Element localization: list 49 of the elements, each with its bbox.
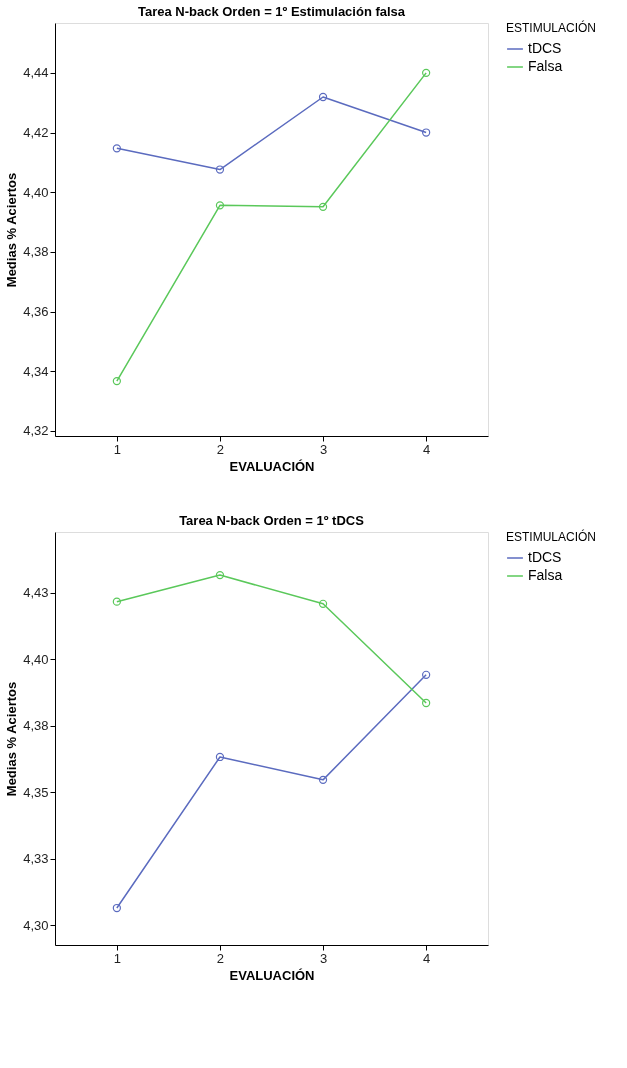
point	[215, 201, 225, 210]
x-tick-label: 4	[423, 950, 431, 966]
point	[422, 670, 431, 679]
y-tick-label: 4,44	[23, 65, 49, 81]
y-tick-label: 4,32	[23, 423, 49, 439]
y-tick-label: 4,42	[23, 125, 49, 141]
y-tick-label: 4,33	[23, 851, 49, 867]
legend-label: Falsa	[528, 567, 563, 583]
point	[112, 597, 121, 606]
legend-label: Falsa	[528, 58, 563, 74]
x-tick-label: 3	[319, 441, 328, 457]
y-axis-title: Medias % Aciertos	[4, 681, 20, 797]
y-tick-label: 4,40	[23, 651, 49, 667]
y-tick-label: 4,43	[23, 585, 49, 601]
y-tick-label: 4,34	[23, 363, 49, 379]
point	[318, 92, 328, 102]
chart-title: Tarea N-back Orden = 1º Estimulación falsa	[137, 4, 406, 19]
x-axis-title: EVALUACIÓN	[229, 458, 315, 474]
point	[318, 202, 328, 211]
point	[112, 903, 121, 913]
y-tick-label: 4,40	[23, 184, 49, 200]
x-tick-label: 3	[319, 950, 328, 966]
point	[422, 698, 431, 708]
chart-title: Tarea N-back Orden = 1º tDCS	[179, 513, 365, 528]
legend-label: tDCS	[528, 40, 562, 56]
point	[215, 570, 225, 580]
point	[112, 144, 121, 153]
point	[422, 128, 431, 137]
x-tick-label: 1	[113, 441, 121, 457]
y-tick-label: 4,38	[23, 244, 49, 260]
legend-label: tDCS	[528, 549, 562, 565]
y-tick-label: 4,38	[23, 718, 49, 734]
x-tick-label: 2	[216, 441, 225, 457]
point	[318, 775, 328, 784]
y-axis-title: Medias % Aciertos	[4, 172, 20, 288]
x-tick-label: 2	[216, 950, 225, 966]
x-tick-label: 1	[113, 950, 121, 966]
point	[215, 752, 225, 762]
point	[318, 599, 328, 608]
y-tick-label: 4,30	[23, 917, 49, 933]
point	[215, 165, 225, 174]
point	[112, 376, 121, 386]
legend-title: ESTIMULACIÓN	[506, 529, 597, 544]
x-axis-title: EVALUACIÓN	[229, 967, 315, 983]
y-tick-label: 4,36	[23, 304, 49, 320]
x-tick-label: 4	[423, 441, 431, 457]
y-tick-label: 4,35	[23, 784, 49, 800]
point	[422, 68, 431, 77]
legend-title: ESTIMULACIÓN	[506, 20, 597, 35]
